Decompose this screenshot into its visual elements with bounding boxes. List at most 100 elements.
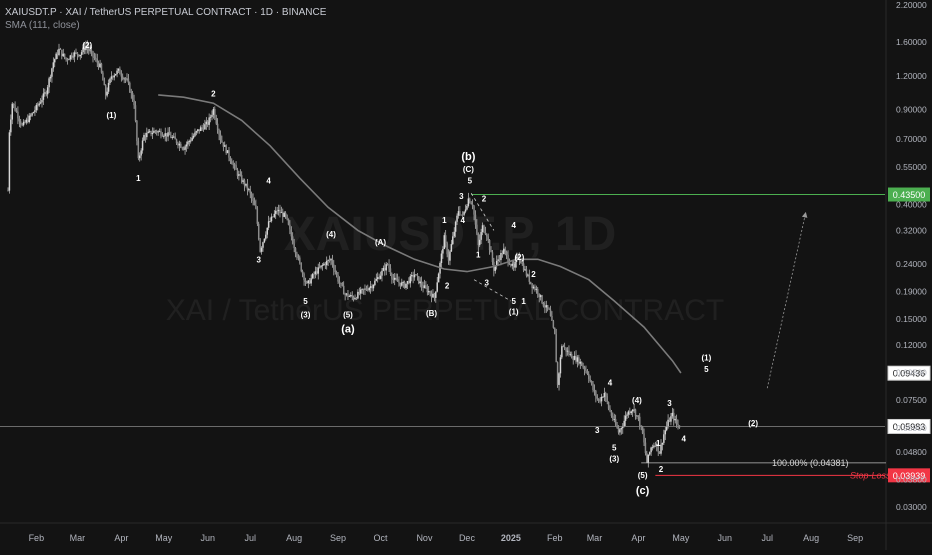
candle-body	[8, 132, 11, 191]
wave-label: 4	[460, 216, 465, 225]
candle-body	[612, 415, 614, 420]
candle-body	[416, 274, 419, 277]
candle-body	[165, 133, 168, 137]
candle-body	[267, 221, 270, 228]
candle-body	[646, 453, 648, 463]
wave-label: (1)	[107, 111, 117, 120]
candle-body	[215, 117, 217, 124]
candle-body	[440, 253, 443, 264]
candle-body	[87, 48, 90, 51]
candle-body	[433, 293, 436, 298]
candle-body	[46, 87, 49, 95]
candle-body	[538, 293, 540, 298]
candle-body	[232, 164, 234, 166]
candle-body	[252, 198, 254, 201]
candle-body	[306, 282, 308, 284]
candle-body	[491, 252, 494, 262]
wave-label: 3	[667, 399, 672, 408]
candle-body	[138, 155, 141, 159]
candle-body	[490, 250, 492, 253]
candle-body	[124, 78, 127, 80]
dashed-trendline	[470, 192, 495, 231]
candle-body	[529, 281, 532, 284]
candle-body	[401, 282, 403, 286]
candle-body	[503, 248, 505, 255]
candle-body	[555, 334, 557, 363]
candle-body	[233, 164, 236, 166]
candle-body	[531, 283, 533, 289]
candle-body	[226, 150, 229, 154]
candle-body	[527, 274, 529, 276]
candle-body	[351, 295, 353, 297]
wave-label: 1	[442, 216, 447, 225]
candle-body	[188, 141, 191, 142]
candle-body	[511, 263, 514, 266]
candle-body	[501, 253, 504, 255]
candle-body	[137, 141, 140, 159]
candle-body	[374, 280, 376, 285]
current-price-badge	[887, 418, 931, 434]
candle-body	[185, 144, 188, 147]
candle-body	[525, 269, 528, 276]
candle-body	[68, 59, 70, 61]
time-tick-label: Apr	[114, 533, 128, 543]
candle-body	[219, 134, 222, 141]
candle-body	[163, 136, 165, 137]
candle-body	[175, 139, 178, 144]
candle-body	[269, 221, 271, 222]
symbol-title[interactable]: XAIUSDT.P · XAI / TetherUS PERPETUAL CON…	[5, 7, 327, 18]
candle-body	[500, 253, 502, 260]
candle-body	[668, 419, 671, 422]
candle-body	[622, 426, 624, 429]
candle-body	[552, 320, 555, 328]
price-tick-label: 0.04800	[896, 447, 927, 457]
candle-body	[208, 117, 210, 125]
candle-body	[181, 147, 183, 149]
candle-body	[75, 52, 77, 54]
candle-body	[191, 137, 193, 141]
indicator-legend[interactable]: SMA (111, close)	[5, 20, 80, 31]
candle-body	[419, 281, 421, 284]
candle-body	[286, 214, 288, 220]
candle-body	[620, 428, 623, 430]
candle-body	[602, 396, 604, 398]
candle-body	[160, 131, 162, 136]
candle-body	[561, 346, 563, 358]
candle-body	[470, 202, 472, 205]
candle-body	[97, 62, 100, 68]
time-tick-label: Aug	[803, 533, 819, 543]
candle-body	[17, 111, 19, 119]
candle-body	[345, 293, 348, 295]
candle-body	[147, 131, 149, 133]
candle-body	[24, 121, 26, 123]
wave-label: 3	[485, 278, 490, 287]
time-axis[interactable]: Feb Mar Apr May Jun Jul Aug Sep Oct Nov Dec 2025 Feb…	[29, 533, 864, 543]
candle-body	[86, 45, 89, 49]
candle-body	[316, 271, 318, 274]
stop-loss-badge	[888, 468, 930, 483]
candle-body	[34, 110, 36, 113]
candle-body	[7, 190, 9, 192]
time-tick-label: 2025	[501, 533, 521, 543]
candle-body	[117, 68, 120, 71]
candle-body	[223, 145, 226, 147]
candle-body	[535, 289, 538, 290]
candle-body	[212, 108, 215, 115]
candle-body	[221, 140, 223, 143]
price-axis[interactable]: 2.20000 1.60000 1.20000 0.90000 0.70000 0.550…	[896, 0, 927, 512]
current-price-label: 0.05983	[893, 422, 926, 432]
candle-body	[423, 285, 426, 288]
candle-body	[633, 409, 635, 411]
candle-body	[463, 211, 465, 215]
candle-body	[409, 276, 412, 284]
candle-body	[528, 274, 531, 282]
candle-body	[341, 283, 344, 286]
candle-body	[318, 267, 321, 269]
candle-body	[337, 274, 339, 282]
wave-label: 2	[659, 465, 664, 474]
candle-body	[331, 258, 334, 265]
candle-body	[41, 99, 43, 103]
